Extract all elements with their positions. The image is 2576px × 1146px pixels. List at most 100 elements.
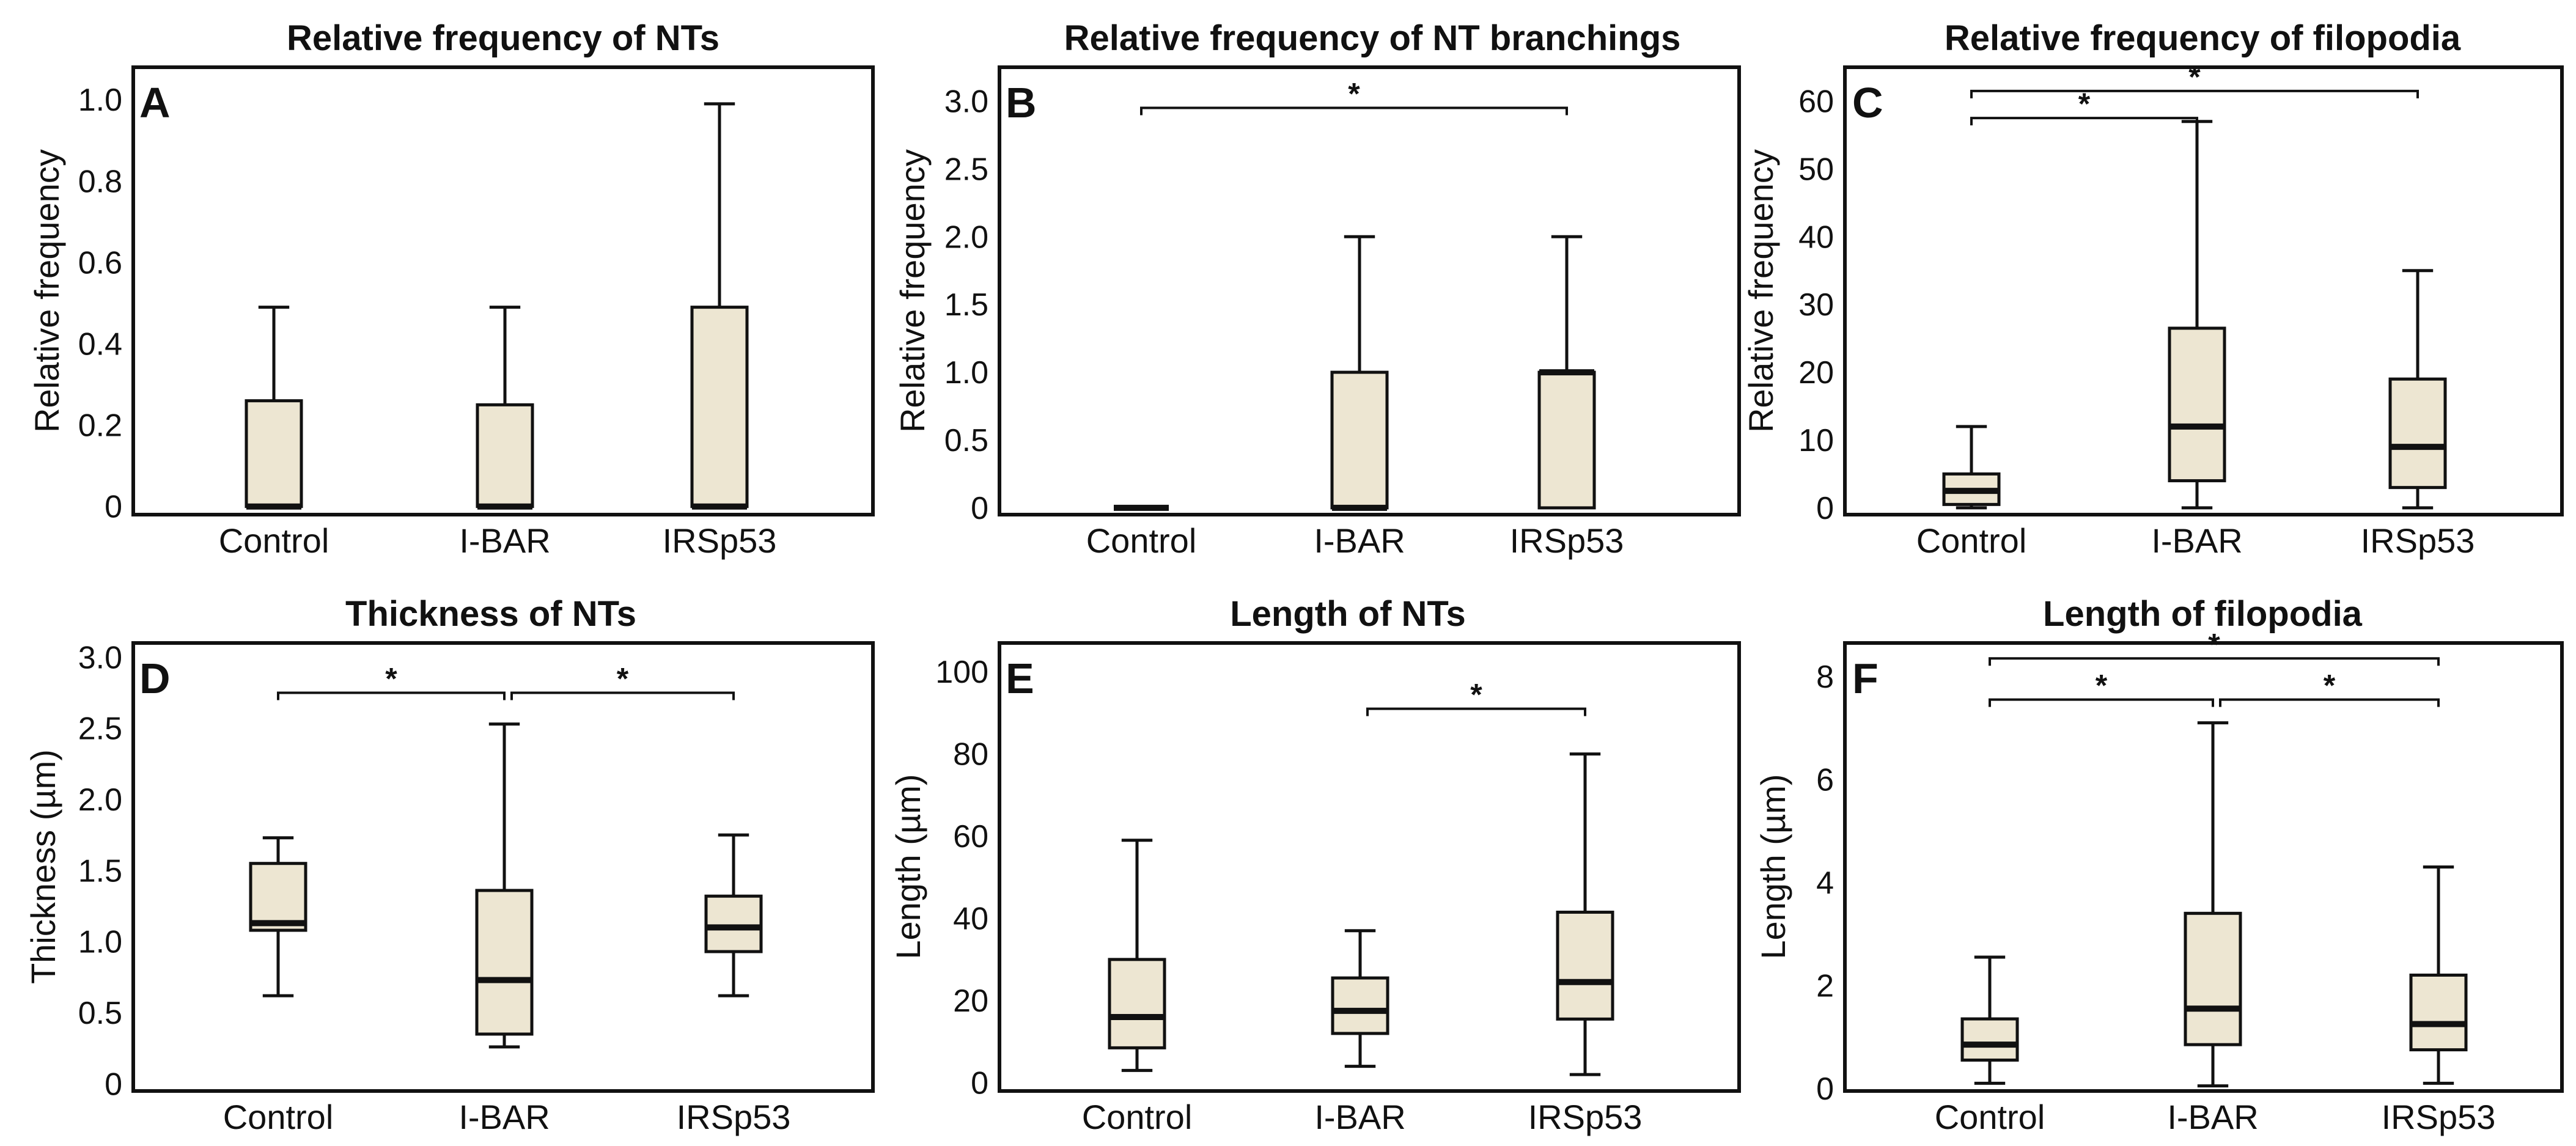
- box-irsp53: [690, 102, 749, 510]
- plot-frame: [131, 65, 875, 516]
- y-tick-label: 6: [1816, 762, 1834, 798]
- iqr-box: [2388, 377, 2447, 490]
- y-axis-title: Thickness (µm): [24, 749, 62, 984]
- significance-bracket: *: [1140, 77, 1568, 116]
- panel-b: Relative frequency of NT branchings B Re…: [893, 18, 1741, 560]
- bracket-line: [1140, 106, 1568, 116]
- panel-letter: A: [139, 79, 171, 127]
- y-tick-label: 10: [1798, 423, 1834, 458]
- y-tick-label: 0: [1816, 491, 1834, 526]
- y-tick-label: 0.2: [78, 408, 122, 444]
- significance-star: *: [1348, 77, 1360, 111]
- panel-title: Relative frequency of filopodia: [1945, 18, 2461, 58]
- y-tick-label: 1.0: [78, 83, 122, 118]
- panel-letter: F: [1852, 655, 1879, 702]
- panel-f: Length of filopodia F Length (µm) 0 2 4 …: [1754, 594, 2564, 1136]
- iqr-box: [1960, 1017, 2019, 1062]
- y-tick-labels: 0 2 4 6 8: [1816, 659, 1834, 1107]
- y-tick-label: 0.5: [78, 996, 122, 1031]
- x-category-label: IRSp53: [1510, 521, 1624, 560]
- iqr-box: [2184, 911, 2242, 1046]
- panel-letter: B: [1006, 79, 1037, 127]
- box-irsp53: [1537, 235, 1596, 510]
- box-i-bar: [476, 306, 534, 510]
- panel-e: Length of NTs E Length (µm) 0 20 40 60 8…: [889, 594, 1741, 1136]
- y-tick-label: 1.5: [944, 287, 988, 323]
- panel-letter: D: [139, 655, 171, 702]
- iqr-box: [690, 306, 749, 509]
- y-tick-label: 100: [935, 655, 988, 690]
- x-category-label: Control: [1935, 1098, 2045, 1136]
- y-tick-label: 0: [971, 491, 988, 526]
- panel-title: Length of NTs: [1230, 594, 1466, 634]
- x-category-label: Control: [1916, 521, 2027, 560]
- box-irsp53: [2409, 865, 2468, 1085]
- y-tick-label: 8: [1816, 659, 1834, 695]
- x-category-label: Control: [1086, 521, 1197, 560]
- bracket-line: [277, 691, 506, 700]
- significance-star: *: [385, 661, 397, 696]
- x-category-label: I-BAR: [459, 521, 550, 560]
- y-tick-labels: 0 0.5 1.0 1.5 2.0 2.5 3.0: [78, 640, 122, 1102]
- iqr-box: [704, 894, 763, 953]
- x-category-label: IRSp53: [663, 521, 777, 560]
- y-tick-label: 30: [1798, 287, 1834, 323]
- significance-bracket: *: [277, 661, 506, 700]
- x-category-label: I-BAR: [1314, 1098, 1405, 1136]
- bracket-line: [1970, 117, 2198, 126]
- panel-title: Relative frequency of NT branchings: [1064, 18, 1681, 58]
- iqr-box: [249, 862, 307, 932]
- x-category-label: IRSp53: [677, 1098, 791, 1136]
- plot-frame: [1843, 65, 2564, 516]
- y-axis-title: Length (µm): [889, 774, 927, 959]
- y-tick-label: 0: [971, 1066, 988, 1101]
- panel-letter: E: [1006, 655, 1034, 702]
- iqr-box: [245, 399, 303, 509]
- significance-bracket: *: [1989, 627, 2440, 666]
- panel-letter: C: [1852, 79, 1883, 127]
- iqr-box: [1108, 958, 1166, 1049]
- y-tick-labels: 0 10 20 30 40 50 60: [1798, 84, 1834, 526]
- bracket-line: [1970, 89, 2419, 98]
- y-tick-label: 2.5: [944, 152, 988, 187]
- significance-star: *: [617, 661, 629, 696]
- box-i-bar: [2184, 721, 2242, 1088]
- y-tick-labels: 0 0.2 0.4 0.6 0.8 1.0: [78, 83, 122, 524]
- significance-bracket: *: [2219, 669, 2440, 707]
- significance-star: *: [2324, 669, 2336, 703]
- x-category-label: IRSp53: [2382, 1098, 2496, 1136]
- panel-a: Relative frequency of NTs A Relative fre…: [28, 18, 875, 560]
- box-irsp53: [2388, 269, 2447, 510]
- y-tick-label: 1.0: [944, 355, 988, 391]
- box-i-bar: [2168, 120, 2226, 510]
- y-tick-label: 2.0: [944, 219, 988, 255]
- box-control: [1108, 839, 1166, 1072]
- plot-frame: [1843, 641, 2564, 1093]
- significance-star: *: [2188, 60, 2201, 94]
- x-category-label: I-BAR: [458, 1098, 550, 1136]
- x-category-label: IRSp53: [1528, 1098, 1643, 1136]
- box-control: [245, 306, 303, 510]
- panel-title: Relative frequency of NTs: [287, 18, 719, 58]
- y-tick-label: 2: [1816, 968, 1834, 1004]
- panel-title: Length of filopodia: [2043, 594, 2363, 634]
- y-tick-label: 50: [1798, 152, 1834, 187]
- x-category-label: I-BAR: [2151, 521, 2242, 560]
- y-axis-title: Relative frequency: [893, 149, 932, 433]
- significance-bracket: *: [1989, 669, 2214, 707]
- bracket-line: [1989, 698, 2214, 707]
- x-category-label: Control: [219, 521, 329, 560]
- y-tick-label: 0: [105, 490, 122, 525]
- iqr-box: [475, 889, 534, 1036]
- y-tick-label: 80: [953, 737, 988, 773]
- x-category-label: IRSp53: [2361, 521, 2475, 560]
- plot-frame: [998, 641, 1741, 1093]
- significance-star: *: [1470, 678, 1482, 712]
- significance-bracket: *: [1970, 60, 2419, 98]
- bracket-line: [2219, 698, 2440, 707]
- y-tick-label: 0: [1816, 1071, 1834, 1107]
- y-tick-label: 0.6: [78, 245, 122, 281]
- iqr-box: [1537, 370, 1596, 510]
- y-tick-label: 0.5: [944, 423, 988, 458]
